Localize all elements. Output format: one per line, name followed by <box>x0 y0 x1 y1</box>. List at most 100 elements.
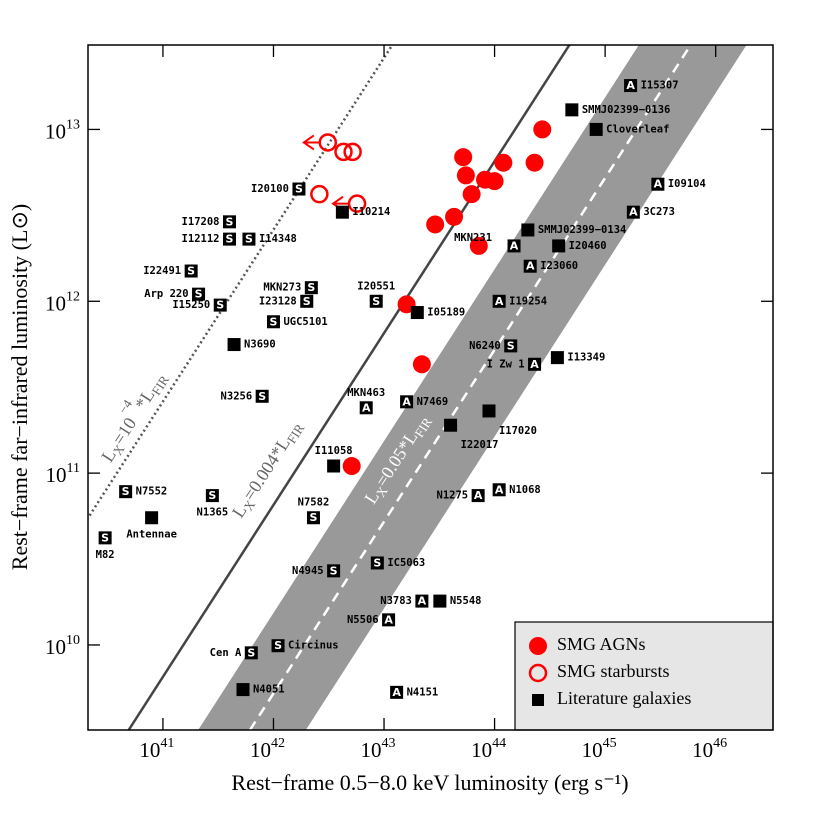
tick-exp: 43 <box>382 736 396 751</box>
galaxy-point <box>521 223 535 237</box>
galaxy-point <box>359 401 373 415</box>
point-symbol: S <box>216 299 224 312</box>
galaxy-point <box>300 294 314 308</box>
point-label: I20460 <box>569 240 607 252</box>
agn-point <box>445 207 464 226</box>
tick-base: 10 <box>361 738 382 762</box>
point-label: N4151 <box>407 686 439 698</box>
point-label: I14348 <box>259 233 297 245</box>
agn-point <box>342 457 361 476</box>
ratio-band <box>198 45 747 730</box>
galaxy-point <box>292 182 306 196</box>
galaxy-point <box>205 489 219 503</box>
point-symbol: A <box>474 489 483 502</box>
galaxy-point <box>528 357 542 371</box>
galaxy-point <box>304 281 318 295</box>
point-label: I17208 <box>182 216 220 228</box>
galaxy-point <box>184 264 198 278</box>
x-tick-label: 1042 <box>250 736 285 762</box>
tick-exp: 46 <box>713 736 727 751</box>
point-symbol: A <box>384 613 393 626</box>
tick-exp: 42 <box>271 736 285 751</box>
agn-point <box>454 148 473 167</box>
galaxy-point <box>119 485 133 499</box>
galaxy-point <box>369 294 383 308</box>
tick-base: 10 <box>582 738 603 762</box>
galaxy-point <box>255 389 269 403</box>
point-label: I17020 <box>499 425 537 437</box>
agn-point <box>456 166 475 185</box>
galaxy-point <box>236 683 250 697</box>
point-symbol: S <box>372 295 380 308</box>
legend-label: SMG AGNs <box>557 634 646 654</box>
point-label: I20551 <box>357 280 395 292</box>
point-label: SMMJ02399−0136 <box>582 104 671 116</box>
galaxy-point <box>492 294 506 308</box>
point-symbol: A <box>362 401 371 414</box>
point-label: N3690 <box>244 339 276 351</box>
point-label: N3783 <box>380 595 412 607</box>
point-symbol: A <box>530 358 539 371</box>
point-label: I23060 <box>540 260 578 272</box>
point-label: I12112 <box>182 233 220 245</box>
galaxy-point <box>266 315 280 329</box>
point-symbol: S <box>258 390 266 403</box>
point-label: N1068 <box>509 484 541 496</box>
label-part: =0.004*L <box>239 434 294 504</box>
galaxy-point <box>589 122 603 136</box>
point-symbol: S <box>295 183 303 196</box>
galaxy-point <box>433 594 447 608</box>
tick-base: 10 <box>139 738 160 762</box>
x-axis-label: Rest−frame 0.5−8.0 keV luminosity (erg s… <box>231 770 628 795</box>
x-tick-label: 1041 <box>139 736 174 762</box>
point-label: Circinus <box>288 640 339 652</box>
tick-base: 10 <box>45 119 66 143</box>
galaxy-point <box>400 395 414 409</box>
galaxy-point <box>335 205 349 219</box>
point-symbol: S <box>373 556 381 569</box>
starburst-point <box>318 133 338 152</box>
point-label: N3256 <box>221 390 253 402</box>
point-symbol: S <box>303 295 311 308</box>
galaxy-point <box>222 215 236 229</box>
point-symbol: S <box>307 281 315 294</box>
starburst-point <box>334 142 353 162</box>
tick-base: 10 <box>250 738 271 762</box>
legend-marker <box>532 694 544 706</box>
legend: SMG AGNs SMG starbursts Literature galaxie… <box>514 621 774 731</box>
x-tick-label: 1043 <box>361 736 396 762</box>
galaxy-point <box>471 489 485 503</box>
x-tick-label: 1046 <box>692 736 727 762</box>
starburst-point <box>343 142 362 162</box>
point-symbol: A <box>626 79 635 92</box>
point-symbol: S <box>101 531 109 544</box>
point-symbol: A <box>392 686 401 699</box>
galaxy-point <box>98 531 112 545</box>
point-label: N4051 <box>253 684 285 696</box>
point-label: I15307 <box>641 80 679 92</box>
point-symbol: S <box>245 233 253 246</box>
tick-base: 10 <box>45 291 66 315</box>
point-label: N5548 <box>450 595 482 607</box>
point-symbol: S <box>309 511 317 524</box>
point-label: MKN273 <box>263 282 301 294</box>
galaxy-point <box>244 646 258 660</box>
upper-limit-arrow <box>302 134 320 151</box>
galaxy-point <box>390 685 404 699</box>
tick-exp: 11 <box>67 461 80 476</box>
point-label: Cloverleaf <box>606 123 669 135</box>
point-symbol: A <box>495 483 504 496</box>
tick-base: 10 <box>45 635 66 659</box>
point-label: N1365 <box>197 507 229 519</box>
tick-exp: 12 <box>66 289 80 304</box>
y-tick-label: 1011 <box>46 461 80 487</box>
galaxy-point <box>327 459 341 473</box>
point-symbol: A <box>510 239 519 252</box>
point-label: I19254 <box>509 295 547 307</box>
x-tick-label: 1044 <box>471 736 506 762</box>
point-label: MKN463 <box>347 387 385 399</box>
point-label: IC5063 <box>387 557 425 569</box>
galaxy-point <box>370 556 384 570</box>
galaxy-point <box>552 239 566 253</box>
legend-label: Literature galaxies <box>557 688 691 708</box>
